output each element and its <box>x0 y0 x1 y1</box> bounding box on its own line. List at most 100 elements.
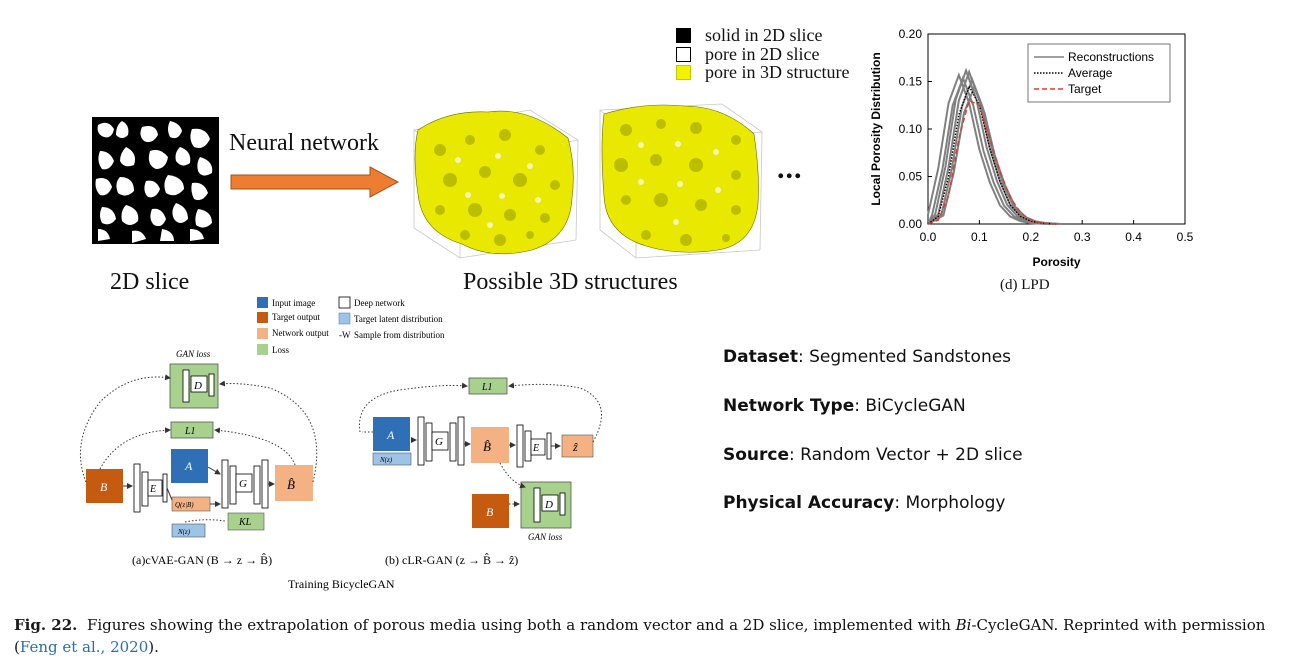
b-g-box <box>431 431 449 451</box>
bicyclegan-diagram: Input image Target output Network output… <box>80 296 602 591</box>
legend-swatch-deep-network <box>338 296 351 309</box>
a-e-box <box>147 479 163 497</box>
a-g-label: G <box>239 478 247 490</box>
b-gan-loss-label: GAN loss <box>528 532 563 542</box>
legend-swatch-latent <box>338 312 351 325</box>
a-g-block-1 <box>221 459 229 509</box>
info-source-key: Source <box>723 445 790 465</box>
a-e-block-3 <box>162 473 168 503</box>
caption-italic: Bi <box>955 616 972 634</box>
y-tick-label: 0.15 <box>899 75 923 89</box>
b-d-block-mid <box>541 494 559 512</box>
legend-label-pore-2d: pore in 2D slice <box>705 44 820 64</box>
x-tick-label: 0.3 <box>1074 230 1091 244</box>
y-tick-label: 0.10 <box>899 122 923 136</box>
legend-sample-symbol: -W <box>339 330 351 340</box>
series-line-target <box>927 99 1057 225</box>
x-tick-label: 0.4 <box>1125 230 1142 244</box>
a-caption: (a)cVAE-GAN (B → z → B̂) <box>132 553 272 567</box>
legend-latent-label: Target latent distribution <box>354 314 443 324</box>
legend-entry-average: Average <box>1068 66 1113 80</box>
b-g-block-1 <box>417 416 425 466</box>
x-tick-label: 0.0 <box>920 230 937 244</box>
caption-text-2: -CycleGAN. Reprinted with permission ( <box>14 616 1266 656</box>
b-g-block-3 <box>449 422 457 462</box>
b-e-block-1 <box>516 424 524 468</box>
b-b-box <box>472 494 509 528</box>
x-axis-label: Porosity <box>1032 255 1080 269</box>
a-l1-label: L1 <box>184 426 196 437</box>
x-tick-label: 0.1 <box>971 230 988 244</box>
arrow-label: Neural network <box>229 130 379 156</box>
a-e-label: E <box>149 484 156 495</box>
caption-fig-label: Fig. 22. <box>14 616 78 634</box>
a-bhat-box <box>275 465 313 501</box>
b-b-label: B <box>486 505 494 519</box>
lpd-caption: (d) LPD <box>1000 277 1050 293</box>
a-g-block-2 <box>229 465 237 505</box>
a-a-box <box>171 449 208 483</box>
a-e-block-1 <box>133 463 141 513</box>
right-arrow-icon <box>230 166 400 198</box>
a-l1-box <box>170 421 214 439</box>
a-d-label: D <box>193 380 202 392</box>
info-source-value: : Random Vector + 2D slice <box>789 445 1023 465</box>
b-g-label: G <box>435 436 443 448</box>
a-bhat-label: B̂ <box>287 477 295 492</box>
info-accuracy-key: Physical Accuracy <box>723 493 895 513</box>
legend-network-output-label: Network output <box>272 328 329 338</box>
legend-solid: solid in 2D slice <box>676 25 823 46</box>
legend-swatch-pore-3d <box>676 65 691 80</box>
a-b-box <box>86 469 123 503</box>
info-accuracy: Physical Accuracy: Morphology <box>723 493 1005 513</box>
b-g-block-4 <box>457 416 465 466</box>
figure-caption: Fig. 22. Figures showing the extrapolati… <box>14 614 1276 658</box>
a-d-block-mid <box>190 375 208 393</box>
info-network-value: : BiCycleGAN <box>854 396 966 416</box>
info-dataset-value: : Segmented Sandstones <box>797 347 1012 367</box>
legend-swatch-solid <box>676 28 691 43</box>
y-tick-label: 0.20 <box>899 27 923 41</box>
a-gan-loss-label: GAN loss <box>176 349 211 359</box>
slice-image <box>92 117 219 244</box>
legend-target-label: Target output <box>272 312 320 322</box>
y-axis-label: Local Porosity Distribution <box>869 52 883 205</box>
a-kl-label: KL <box>238 517 252 528</box>
chart-legend-box <box>1027 43 1171 103</box>
info-accuracy-value: : Morphology <box>894 493 1006 513</box>
b-bhat-box <box>471 427 509 463</box>
x-tick-label: 0.2 <box>1022 230 1039 244</box>
b-e-label: E <box>532 443 539 454</box>
b-d-block-left <box>533 487 541 523</box>
x-tick-label: 0.5 <box>1177 230 1194 244</box>
a-g-block-4 <box>261 459 269 509</box>
b-bhat-label: B̂ <box>483 439 491 454</box>
a-q-label: Q(z|B) <box>175 501 194 509</box>
legend-swatch-pore-2d <box>676 47 691 62</box>
legend-entry-target: Target <box>1068 82 1102 96</box>
structures-label: Possible 3D structures <box>463 269 678 295</box>
series-line-reconstructions <box>927 67 1054 225</box>
caption-text-1: Figures showing the extrapolation of por… <box>86 616 956 634</box>
b-caption: (b) cLR-GAN (z → B̂ → ẑ) <box>385 553 518 567</box>
b-zhat-box <box>561 434 594 458</box>
b-d-label: D <box>544 499 553 511</box>
caption-text-3: ). <box>148 638 159 656</box>
b-n-label: N(z) <box>379 456 393 464</box>
b-e-box <box>530 438 546 456</box>
lpd-chart: 0.0 0.1 0.2 0.3 0.4 0.5 0.00 0.05 0.10 0.15 0.20 Po… <box>869 27 1194 269</box>
legend-sample-label: Sample from distribution <box>354 330 445 340</box>
legend-loss-label: Loss <box>272 345 290 355</box>
a-g-block-3 <box>253 465 261 505</box>
caption-citation-link[interactable]: Feng et al., 2020 <box>19 638 149 656</box>
info-dataset-key: Dataset <box>723 347 798 367</box>
training-label: Training BicycleGAN <box>288 577 395 591</box>
a-e-block-2 <box>141 471 149 507</box>
b-l1-box <box>468 377 508 395</box>
b-e-block-3 <box>546 432 552 460</box>
a-n-box <box>171 523 206 538</box>
y-tick-label: 0.05 <box>899 170 923 184</box>
legend-swatch-input <box>257 297 268 308</box>
legend-pore-3d: pore in 3D structure <box>676 62 849 83</box>
legend-swatch-loss <box>257 344 268 355</box>
